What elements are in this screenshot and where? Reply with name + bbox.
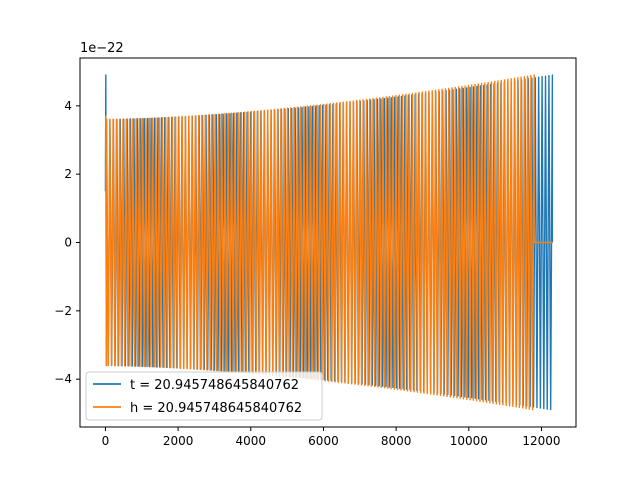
x-tick-label: 8000 bbox=[381, 434, 412, 448]
series-line-h bbox=[105, 74, 553, 411]
legend-label-t: t = 20.945748645840762 bbox=[130, 378, 299, 393]
x-tick-label: 10000 bbox=[450, 434, 488, 448]
x-tick-label: 6000 bbox=[308, 434, 339, 448]
plot-series bbox=[104, 74, 554, 411]
legend-label-h: h = 20.945748645840762 bbox=[130, 401, 302, 416]
x-tick-label: 4000 bbox=[236, 434, 267, 448]
y-axis: −4 −2 0 2 4 bbox=[54, 99, 80, 386]
y-tick-label: 0 bbox=[64, 236, 72, 250]
x-tick-label: 0 bbox=[102, 434, 110, 448]
y-offset-text: 1e−22 bbox=[80, 41, 124, 56]
y-tick-label: 4 bbox=[64, 99, 72, 113]
legend-box bbox=[85, 371, 323, 421]
x-axis: 0 2000 4000 6000 8000 10000 12000 bbox=[102, 427, 561, 448]
y-tick-label: −2 bbox=[54, 304, 72, 318]
y-tick-label: −4 bbox=[54, 372, 72, 386]
y-tick-label: 2 bbox=[64, 167, 72, 181]
x-tick-label: 12000 bbox=[522, 434, 560, 448]
x-tick-label: 2000 bbox=[163, 434, 194, 448]
legend: t = 20.945748645840762 h = 20.9457486458… bbox=[85, 371, 323, 421]
